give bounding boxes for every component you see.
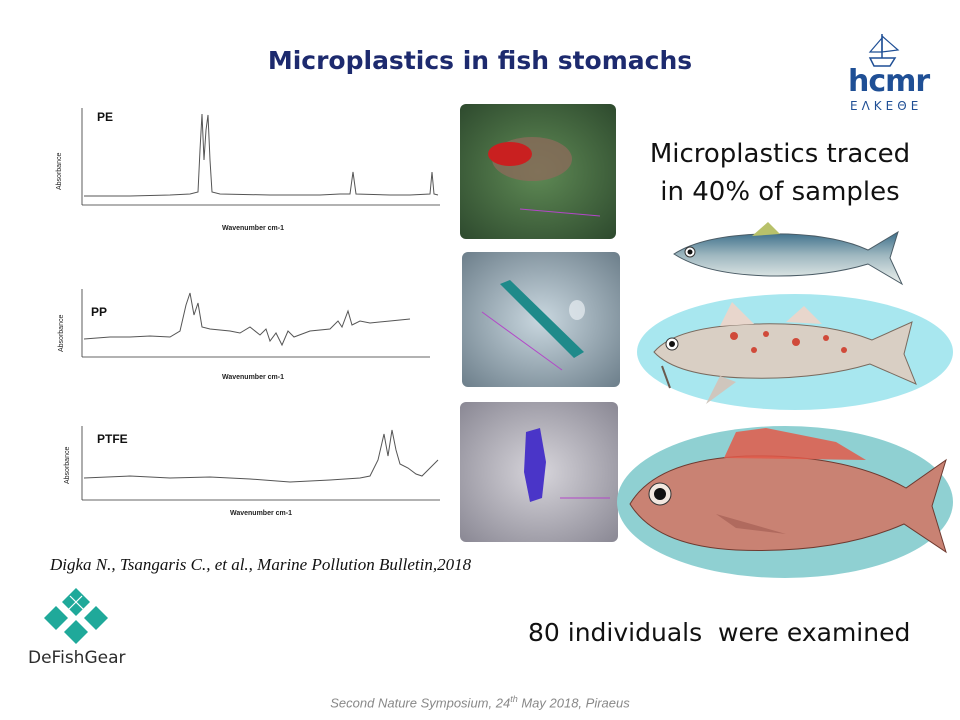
footer-text: Second Nature Symposium, 24 [330, 695, 511, 711]
spectrum-pp-ylabel: Absorbance [58, 314, 65, 352]
examined-text: 80 individuals were examined [528, 618, 911, 647]
hcmr-logo-text: hcmr [848, 64, 930, 99]
spectrum-pe [81, 108, 440, 206]
hcmr-logo-subtitle: ΕΛΚΕΘΕ [850, 99, 923, 113]
fish-red-porgy [617, 426, 953, 578]
traced-percentage-text: Microplastics traced in 40% of samples [620, 135, 940, 211]
spectrum-pe-ylabel: Absorbance [56, 152, 63, 190]
hcmr-ship-icon [868, 34, 900, 67]
microplastic-photo-red-fragment [460, 104, 616, 239]
spectrum-ptfe-xlabel: Wavenumber cm-1 [230, 510, 292, 517]
spectrum-pp-label: PP [91, 305, 108, 319]
citation: Digka N., Tsangaris C., et al., Marine P… [50, 555, 472, 574]
microplastic-photo-blue-fiber [462, 252, 620, 387]
traced-text-line2: in 40% of samples [660, 177, 900, 207]
microplastic-photo-purple-fragment [460, 402, 618, 542]
defishgear-diamond-icon [44, 588, 108, 644]
slide-title: Microplastics in fish stomachs [267, 46, 693, 75]
defishgear-logo-text: DeFishGear [28, 648, 126, 668]
spectrum-ptfe [81, 426, 440, 501]
footer-sup: th [510, 694, 518, 704]
fish-red-mullet [637, 294, 953, 410]
spectrum-pe-xlabel: Wavenumber cm-1 [222, 225, 284, 232]
spectrum-pp [81, 289, 430, 358]
traced-text-line1: Microplastics traced [649, 139, 911, 169]
spectrum-ptfe-ylabel: Absorbance [64, 446, 71, 484]
footer: Second Nature Symposium, 24th May 2018, … [0, 694, 960, 710]
spectrum-ptfe-label: PTFE [97, 432, 128, 446]
spectrum-pp-xlabel: Wavenumber cm-1 [222, 374, 284, 381]
footer-rest: May 2018, Piraeus [517, 695, 630, 711]
fish-sardine [673, 222, 904, 286]
spectrum-pe-label: PE [97, 110, 114, 124]
